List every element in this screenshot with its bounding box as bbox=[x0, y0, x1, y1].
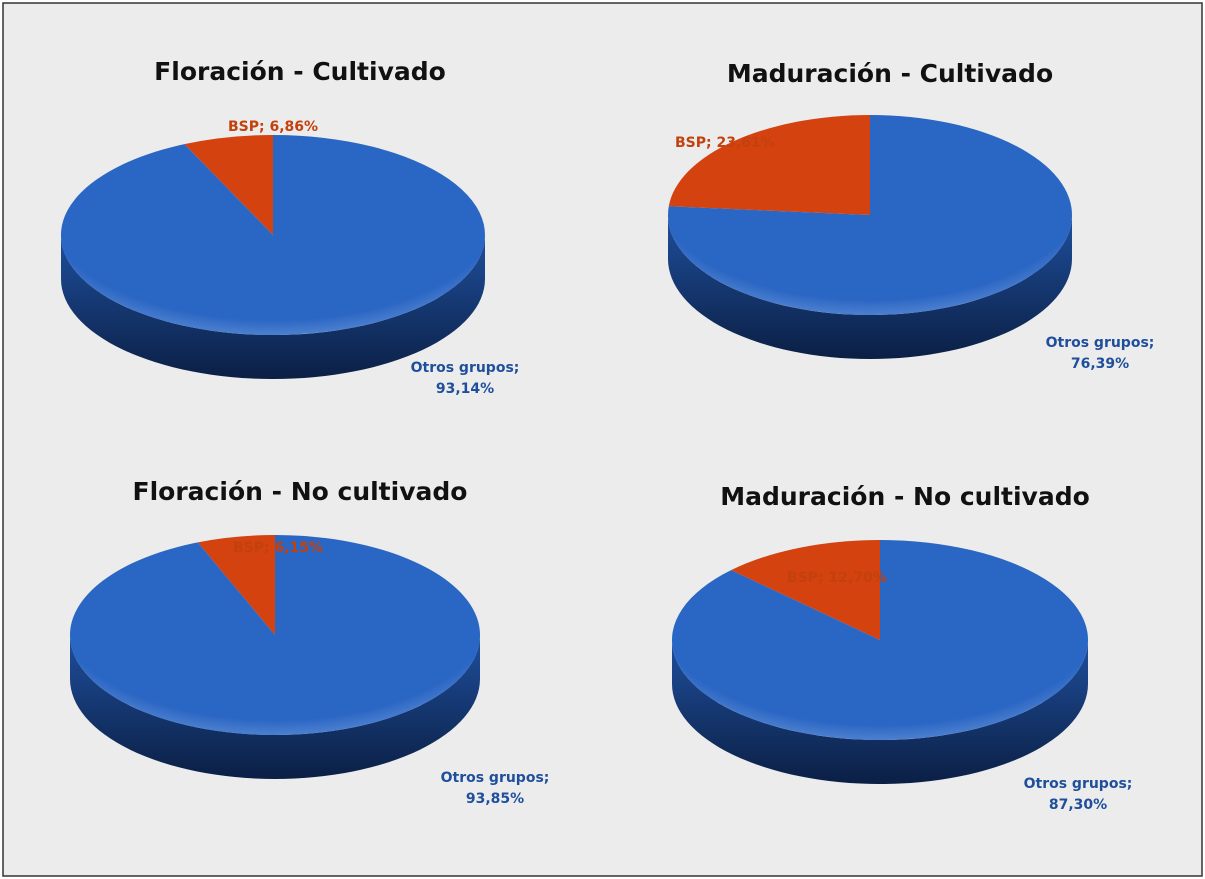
chart-title: Maduración - No cultivado bbox=[720, 482, 1090, 511]
data-label: Otros grupos; 93,85% bbox=[441, 770, 550, 807]
data-label: Otros grupos; 76,39% bbox=[1046, 335, 1155, 372]
chart-title: Maduración - Cultivado bbox=[727, 59, 1053, 88]
rim-shade bbox=[61, 135, 485, 335]
data-label: BSP; 23,61% bbox=[675, 135, 775, 151]
rim-shade bbox=[70, 535, 480, 735]
data-label: BSP; 12,70% bbox=[787, 570, 887, 586]
chart-title: Floración - Cultivado bbox=[154, 57, 446, 86]
slice-side bbox=[668, 215, 1072, 359]
data-label: BSP; 6,15% bbox=[233, 540, 323, 556]
rim-shade bbox=[668, 115, 1072, 315]
rim-shade bbox=[672, 540, 1088, 740]
chart-title: Floración - No cultivado bbox=[133, 477, 468, 506]
data-label: BSP; 6,86% bbox=[228, 119, 318, 135]
slice-side bbox=[70, 635, 480, 779]
data-label: Otros grupos; 87,30% bbox=[1024, 776, 1133, 813]
slice-side bbox=[61, 235, 485, 379]
slice-side bbox=[672, 640, 1088, 784]
data-label: Otros grupos; 93,14% bbox=[411, 360, 520, 397]
